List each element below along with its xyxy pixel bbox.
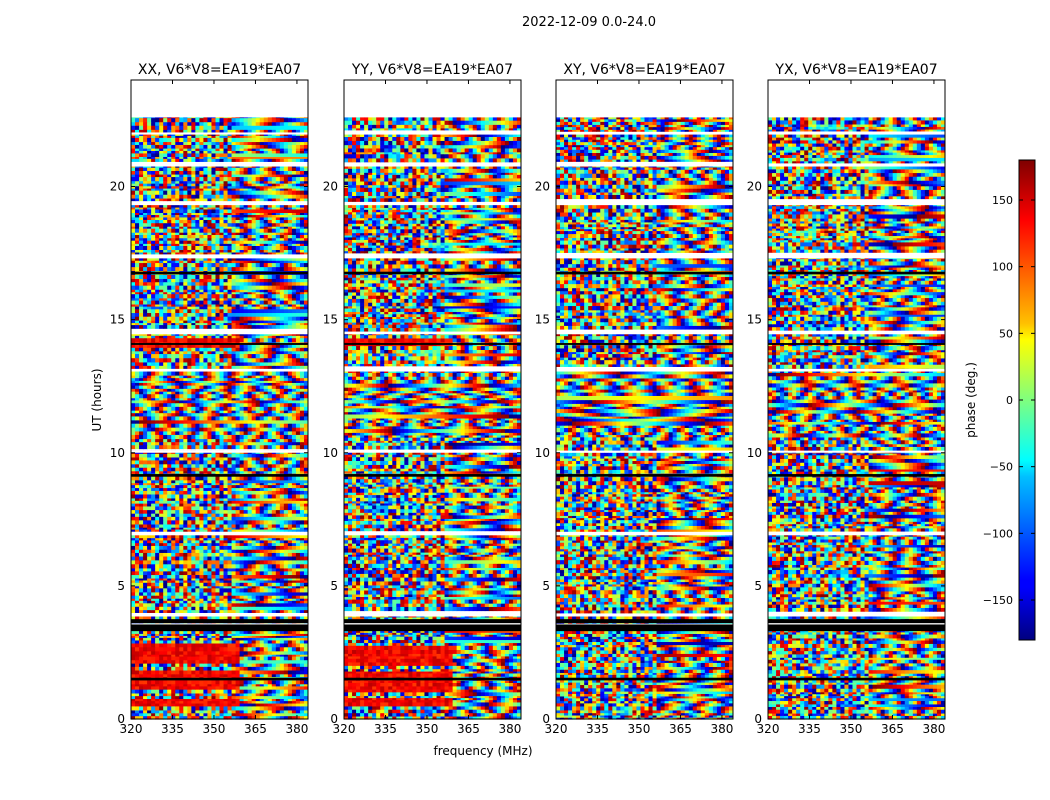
x-tick-label: 350 [840, 722, 863, 736]
y-tick-label: 20 [110, 180, 125, 194]
panel-frame [555, 79, 734, 720]
y-tick-label: 15 [535, 313, 550, 327]
colorbar-tick-label: 0 [1006, 394, 1013, 407]
panel-title: XY, V6*V8=EA19*EA07 [563, 62, 725, 78]
x-tick-label: 380 [922, 722, 945, 736]
y-tick-label: 5 [117, 579, 125, 593]
x-tick-label: 380 [710, 722, 733, 736]
y-tick-label: 20 [323, 180, 338, 194]
panel-1: XX, V6*V8=EA19*EA07 320 335 350 365 380 0 5 10 15… [110, 62, 309, 736]
colorbar-tick-label: 100 [992, 261, 1013, 274]
panel-frame [767, 79, 946, 720]
x-tick-label: 380 [498, 722, 521, 736]
y-tick-label: 0 [117, 712, 125, 726]
y-tick-label: 10 [535, 446, 550, 460]
x-tick-label: 335 [586, 722, 609, 736]
y-tick-label: 10 [747, 446, 762, 460]
x-tick-label: 335 [161, 722, 184, 736]
y-tick-label: 0 [330, 712, 338, 726]
colorbar-tick-label: −50 [990, 461, 1013, 474]
x-tick-label: 350 [628, 722, 651, 736]
panels: XX, V6*V8=EA19*EA07 320 335 350 365 380 0 5 10 15… [110, 62, 946, 736]
panel-4: YX, V6*V8=EA19*EA07 320 335 350 365 380 0 5 10 15… [747, 62, 946, 736]
x-tick-label: 350 [203, 722, 226, 736]
x-tick-label: 320 [333, 722, 356, 736]
phase-waterfall [131, 80, 309, 720]
colorbar-tick-label: 50 [999, 327, 1013, 340]
panel-3: XY, V6*V8=EA19*EA07 320 335 350 365 380 0 5 10 15… [535, 62, 734, 736]
x-tick-label: 335 [374, 722, 397, 736]
y-tick-label: 10 [323, 446, 338, 460]
x-tick-label: 320 [757, 722, 780, 736]
x-tick-label: 335 [798, 722, 821, 736]
panel-title: YY, V6*V8=EA19*EA07 [351, 62, 513, 78]
colorbar: 150 100 50 0 −50 −100 −150 phase (deg.) [964, 159, 1036, 641]
x-tick-label: 380 [285, 722, 308, 736]
y-tick-label: 15 [747, 313, 762, 327]
y-tick-label: 15 [323, 313, 338, 327]
y-tick-label: 20 [535, 180, 550, 194]
x-tick-label: 365 [244, 722, 267, 736]
y-tick-label: 10 [110, 446, 125, 460]
colorbar-ticks: 150 100 50 0 −50 −100 −150 [983, 194, 1035, 607]
x-tick-label: 365 [669, 722, 692, 736]
y-tick-label: 5 [754, 579, 762, 593]
panel-2: YY, V6*V8=EA19*EA07 320 335 350 365 380 0 5 10 15… [323, 62, 522, 736]
y-tick-label: 20 [747, 180, 762, 194]
phase-waterfall [556, 80, 734, 720]
colorbar-tick-label: 150 [992, 194, 1013, 207]
y-axis-label: UT (hours) [90, 368, 104, 431]
panel-frame [130, 79, 309, 720]
colorbar-label: phase (deg.) [964, 362, 978, 438]
x-tick-label: 350 [416, 722, 439, 736]
phase-waterfall [768, 80, 946, 720]
y-tick-label: 15 [110, 313, 125, 327]
y-tick-label: 0 [542, 712, 550, 726]
x-tick-label: 320 [545, 722, 568, 736]
y-tick-label: 0 [754, 712, 762, 726]
x-tick-label: 320 [120, 722, 143, 736]
panel-title: XX, V6*V8=EA19*EA07 [138, 62, 301, 78]
x-tick-label: 365 [881, 722, 904, 736]
figure-suptitle: 2022-12-09 0.0-24.0 [522, 15, 656, 30]
colorbar-tick-label: −150 [983, 594, 1013, 607]
y-tick-label: 5 [542, 579, 550, 593]
x-axis-label: frequency (MHz) [433, 744, 532, 758]
panel-title: YX, V6*V8=EA19*EA07 [774, 62, 937, 78]
panel-frame [343, 79, 522, 720]
colorbar-tick-label: −100 [983, 527, 1013, 540]
x-tick-label: 365 [457, 722, 480, 736]
phase-waterfall [344, 80, 522, 720]
y-tick-label: 5 [330, 579, 338, 593]
